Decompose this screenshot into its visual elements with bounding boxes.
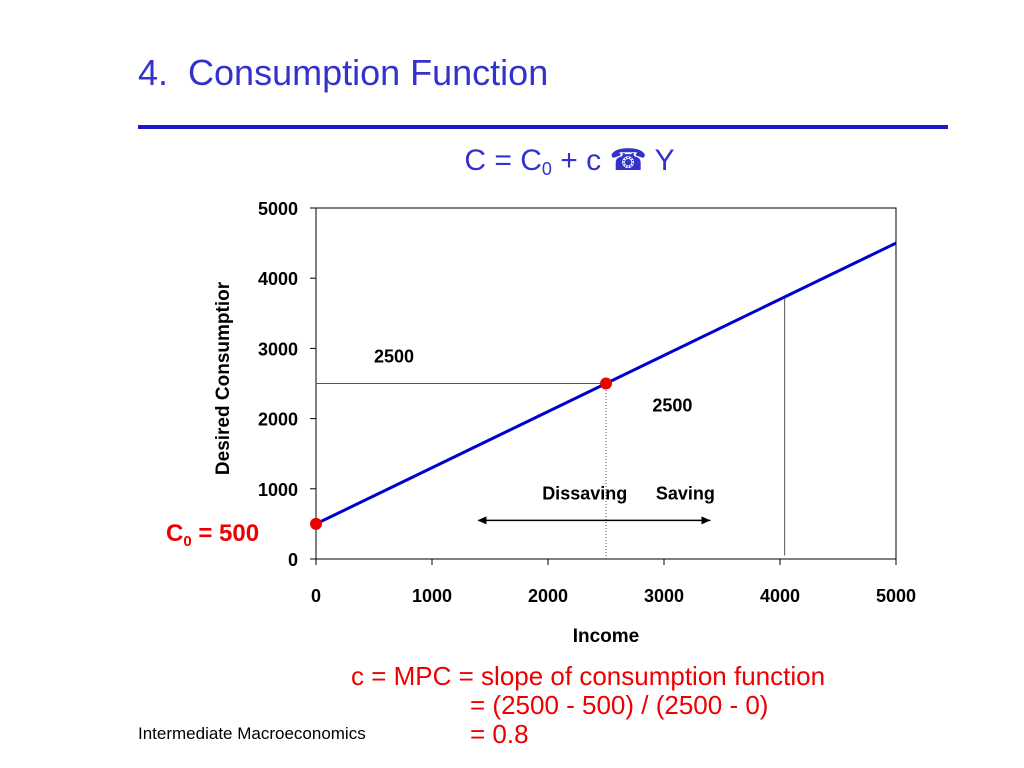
annotation-dissaving: Dissaving	[542, 483, 627, 503]
c0-label-suffix: = 500	[191, 520, 260, 547]
mpc-line-2: = (2500 - 500) / (2500 - 0)	[470, 690, 769, 720]
y-tick-label: 5000	[258, 199, 298, 219]
title-divider	[138, 125, 948, 129]
x-tick-label: 0	[311, 586, 321, 606]
formula: C = C0 + c ☎ Y	[0, 143, 1024, 180]
data-point	[310, 517, 322, 530]
footer-label: Intermediate Macroeconomics	[138, 724, 366, 743]
mpc-line-1: c = MPC = slope of consumption function	[351, 661, 826, 691]
telephone-icon: ☎	[609, 144, 647, 177]
slide-title: 4. Consumption Function	[138, 52, 549, 93]
x-tick-label: 1000	[412, 586, 452, 606]
y-tick-label: 2000	[258, 410, 298, 430]
mpc-line-3: = 0.8	[470, 719, 529, 749]
formula-rhs: Y	[646, 144, 675, 177]
y-tick-label: 1000	[258, 480, 298, 500]
formula-mid: + c	[551, 144, 610, 177]
y-tick-label: 0	[288, 550, 298, 570]
x-tick-label: 2000	[528, 586, 568, 606]
x-tick-label: 3000	[644, 586, 684, 606]
c0-label-subscript: 0	[183, 533, 192, 550]
data-point	[600, 377, 612, 390]
annotation-saving: Saving	[656, 483, 715, 503]
annotation-2500: 2500	[374, 346, 414, 366]
c0-label-prefix: C	[166, 520, 184, 547]
formula-lhs: C = C	[464, 144, 542, 177]
x-tick-label: 5000	[876, 586, 916, 606]
y-tick-label: 3000	[258, 339, 298, 359]
annotation-2500: 2500	[652, 396, 692, 416]
mpc-explanation: c = MPC = slope of consumption function …	[351, 662, 825, 749]
y-tick-label: 4000	[258, 269, 298, 289]
formula-subscript: 0	[541, 159, 552, 179]
y-axis-label: Desired Consumptior	[213, 281, 234, 475]
c0-label: C0 = 500	[166, 520, 259, 550]
x-tick-label: 4000	[760, 586, 800, 606]
x-axis-label: Income	[573, 626, 640, 647]
